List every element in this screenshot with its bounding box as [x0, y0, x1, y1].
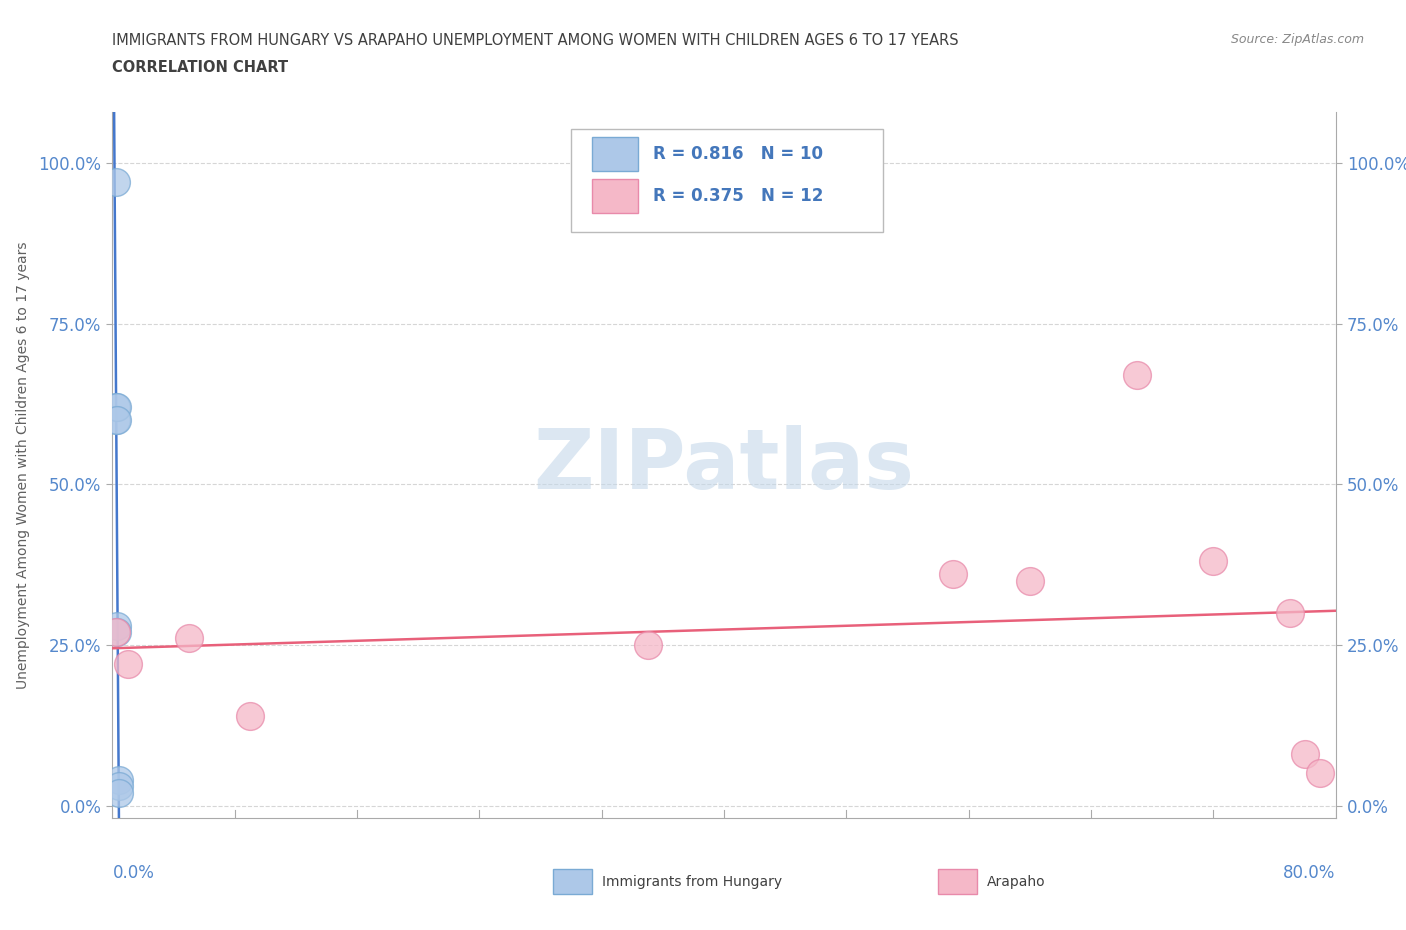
Point	[1018, 573, 1040, 588]
FancyBboxPatch shape	[938, 870, 977, 894]
Point	[104, 413, 127, 428]
Point	[1202, 554, 1225, 569]
Point	[117, 657, 139, 671]
Text: R = 0.375   N = 12: R = 0.375 N = 12	[654, 188, 824, 206]
Text: CORRELATION CHART: CORRELATION CHART	[112, 60, 288, 75]
FancyBboxPatch shape	[553, 870, 592, 894]
Point	[105, 400, 128, 415]
Y-axis label: Unemployment Among Women with Children Ages 6 to 17 years: Unemployment Among Women with Children A…	[15, 241, 30, 689]
Point	[107, 785, 129, 800]
Point	[1278, 605, 1301, 620]
Point	[104, 175, 127, 190]
Point	[1309, 766, 1331, 781]
Point	[107, 773, 129, 788]
Text: Immigrants from Hungary: Immigrants from Hungary	[602, 875, 782, 889]
Point	[1126, 367, 1149, 382]
Text: 80.0%: 80.0%	[1284, 864, 1336, 883]
Point	[107, 778, 129, 793]
Point	[104, 400, 127, 415]
Point	[105, 625, 128, 640]
Point	[942, 566, 965, 581]
Point	[104, 625, 127, 640]
Text: ZIPatlas: ZIPatlas	[534, 424, 914, 506]
Point	[1294, 747, 1316, 762]
FancyBboxPatch shape	[592, 137, 638, 171]
Point	[177, 631, 200, 646]
Text: 0.0%: 0.0%	[112, 864, 155, 883]
Text: R = 0.816   N = 10: R = 0.816 N = 10	[654, 145, 823, 163]
FancyBboxPatch shape	[571, 129, 883, 232]
Text: Arapaho: Arapaho	[987, 875, 1046, 889]
Point	[239, 708, 262, 723]
Text: IMMIGRANTS FROM HUNGARY VS ARAPAHO UNEMPLOYMENT AMONG WOMEN WITH CHILDREN AGES 6: IMMIGRANTS FROM HUNGARY VS ARAPAHO UNEMP…	[112, 33, 959, 47]
FancyBboxPatch shape	[592, 179, 638, 213]
Point	[105, 618, 128, 633]
Point	[105, 413, 128, 428]
Text: Source: ZipAtlas.com: Source: ZipAtlas.com	[1230, 33, 1364, 46]
Point	[637, 637, 659, 652]
